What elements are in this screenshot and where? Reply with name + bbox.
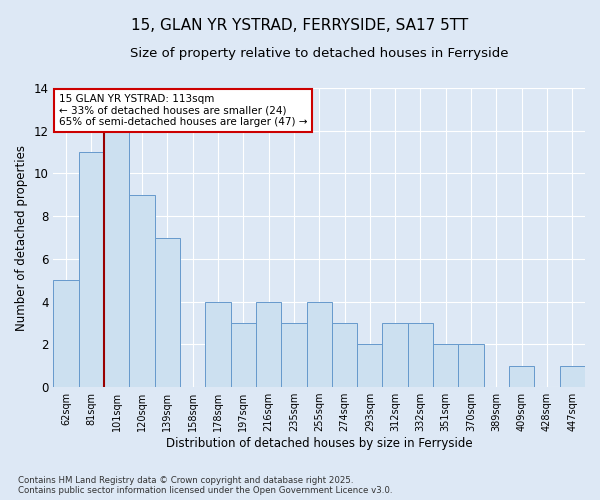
Bar bbox=[560, 366, 585, 387]
Text: Contains HM Land Registry data © Crown copyright and database right 2025.
Contai: Contains HM Land Registry data © Crown c… bbox=[18, 476, 392, 495]
Bar bbox=[205, 302, 230, 387]
Bar bbox=[130, 195, 155, 387]
Bar bbox=[357, 344, 382, 387]
Text: 15 GLAN YR YSTRAD: 113sqm
← 33% of detached houses are smaller (24)
65% of semi-: 15 GLAN YR YSTRAD: 113sqm ← 33% of detac… bbox=[59, 94, 307, 127]
Text: 15, GLAN YR YSTRAD, FERRYSIDE, SA17 5TT: 15, GLAN YR YSTRAD, FERRYSIDE, SA17 5TT bbox=[131, 18, 469, 32]
Bar bbox=[256, 302, 281, 387]
Title: Size of property relative to detached houses in Ferryside: Size of property relative to detached ho… bbox=[130, 48, 508, 60]
Bar bbox=[332, 323, 357, 387]
Bar bbox=[382, 323, 408, 387]
Y-axis label: Number of detached properties: Number of detached properties bbox=[15, 144, 28, 330]
Bar bbox=[230, 323, 256, 387]
Bar bbox=[155, 238, 180, 387]
Bar bbox=[307, 302, 332, 387]
Bar bbox=[408, 323, 433, 387]
Bar bbox=[433, 344, 458, 387]
Bar bbox=[509, 366, 535, 387]
X-axis label: Distribution of detached houses by size in Ferryside: Distribution of detached houses by size … bbox=[166, 437, 473, 450]
Bar bbox=[104, 131, 130, 387]
Bar bbox=[53, 280, 79, 387]
Bar bbox=[281, 323, 307, 387]
Bar bbox=[458, 344, 484, 387]
Bar bbox=[79, 152, 104, 387]
